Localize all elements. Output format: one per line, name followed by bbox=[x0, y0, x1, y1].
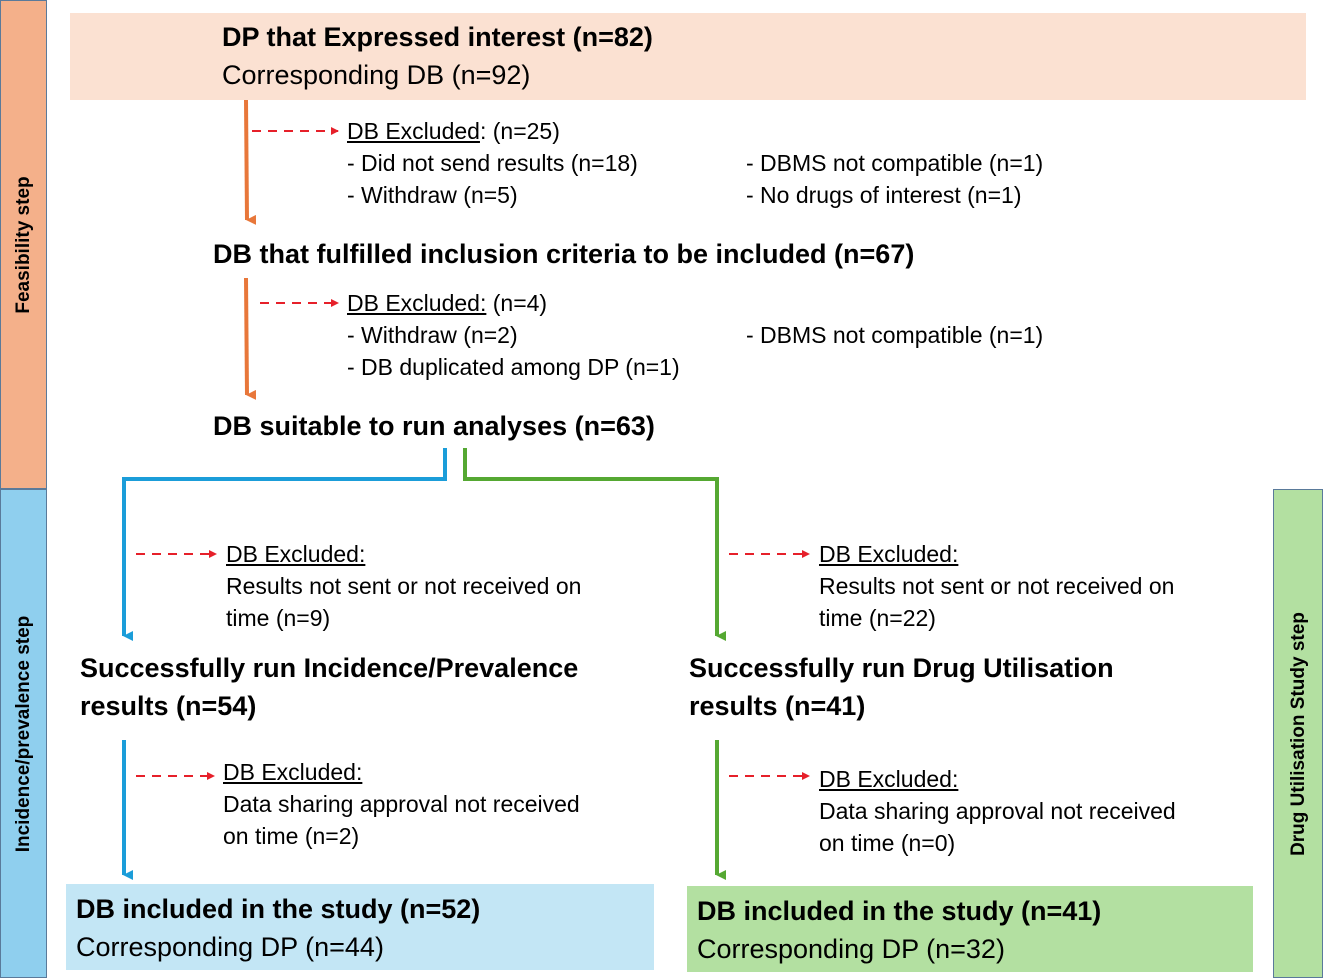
branch-drug bbox=[463, 448, 726, 641]
excl2-item-3: - DBMS not compatible (n=1) bbox=[746, 322, 1044, 348]
dus-excl1-line-1: Results not sent or not received on bbox=[819, 573, 1175, 599]
excl2-heading: DB Excluded: (n=4) bbox=[347, 290, 548, 316]
inc-result-line-1: Successfully run Incidence/Prevalence bbox=[80, 653, 579, 683]
step2-title: DB that fulfilled inclusion criteria to … bbox=[213, 239, 915, 269]
excl2-item-2: - DB duplicated among DP (n=1) bbox=[347, 354, 680, 380]
inc-final-subtitle: Corresponding DP (n=44) bbox=[76, 932, 384, 962]
dus-result-line-1: Successfully run Drug Utilisation bbox=[689, 653, 1114, 683]
branch-incidence bbox=[122, 448, 447, 641]
excl1-item-2: - Withdraw (n=5) bbox=[347, 182, 518, 208]
dus-excl2-line-1: Data sharing approval not received bbox=[819, 798, 1176, 824]
excl2-item-1: - Withdraw (n=2) bbox=[347, 322, 518, 348]
dus-final-title: DB included in the study (n=41) bbox=[697, 896, 1102, 926]
step3-title: DB suitable to run analyses (n=63) bbox=[213, 411, 655, 441]
arrow-step2-to-step3 bbox=[244, 277, 257, 400]
inc-final-box: DB included in the study (n=52) Correspo… bbox=[66, 884, 654, 970]
inc-excl1-heading: DB Excluded: bbox=[226, 541, 366, 567]
dus-excl1-line-2: time (n=22) bbox=[819, 605, 936, 631]
excl1-heading: DB Excluded: (n=25) bbox=[347, 118, 560, 144]
inc-excl1-line-1: Results not sent or not received on bbox=[226, 573, 582, 599]
dus-result-line-2: results (n=41) bbox=[689, 691, 866, 721]
inc-excl1-line-2: time (n=9) bbox=[226, 605, 331, 631]
excl1-item-1: - Did not send results (n=18) bbox=[347, 150, 638, 176]
dus-excl2-line-2: on time (n=0) bbox=[819, 830, 956, 856]
feasibility-band: Feasibility step bbox=[0, 0, 47, 489]
arrow-top-to-step2 bbox=[244, 99, 257, 225]
dus-final-subtitle: Corresponding DP (n=32) bbox=[697, 934, 1005, 964]
top-box-title: DP that Expressed interest (n=82) bbox=[222, 22, 653, 52]
dus-excl1-heading: DB Excluded: bbox=[819, 541, 959, 567]
top-box: DP that Expressed interest (n=82) Corres… bbox=[70, 13, 1306, 100]
top-box-subtitle: Corresponding DB (n=92) bbox=[222, 60, 531, 90]
inc-result-line-2: results (n=54) bbox=[80, 691, 257, 721]
dus-final-box: DB included in the study (n=41) Correspo… bbox=[687, 886, 1253, 972]
incidence-band: Incidence/prevalence step bbox=[0, 489, 47, 978]
excl1-item-3: - DBMS not compatible (n=1) bbox=[746, 150, 1044, 176]
dus-excl2-heading: DB Excluded: bbox=[819, 766, 959, 792]
inc-excl2-line-2: on time (n=2) bbox=[223, 823, 360, 849]
inc-final-title: DB included in the study (n=52) bbox=[76, 894, 481, 924]
excl1-item-4: - No drugs of interest (n=1) bbox=[746, 182, 1022, 208]
inc-excl2-heading: DB Excluded: bbox=[223, 759, 363, 785]
inc-excl2-line-1: Data sharing approval not received bbox=[223, 791, 580, 817]
